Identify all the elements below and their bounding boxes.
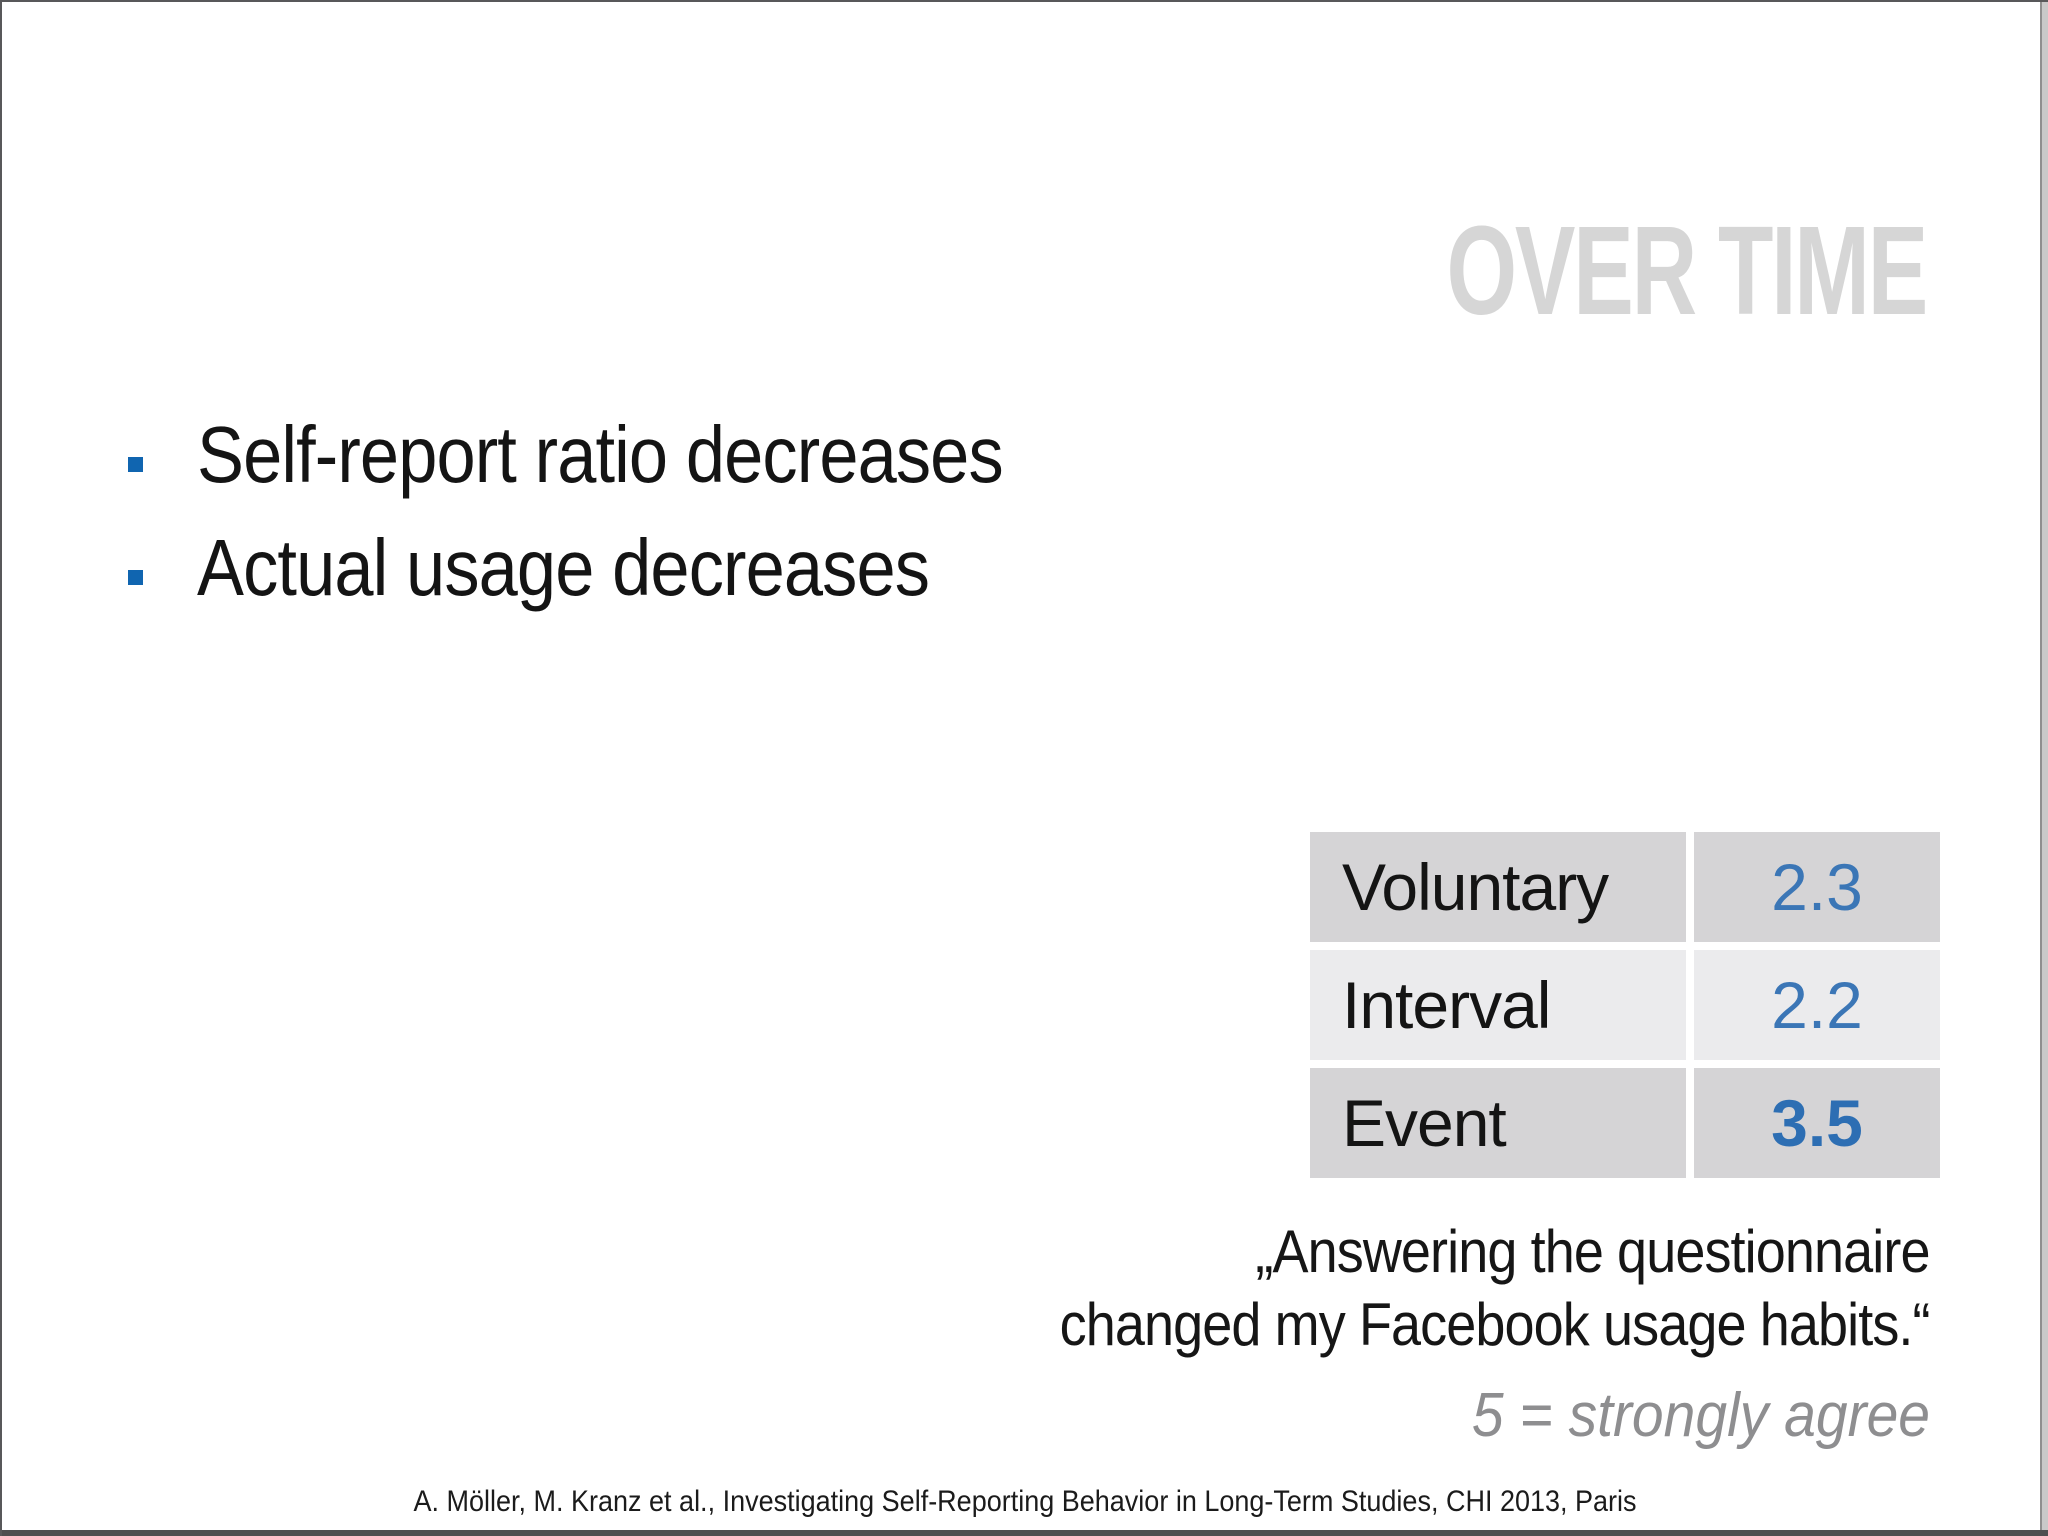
slide-bottom-edge-strip [2,1530,2048,1536]
bullet-text-self-report: Self-report ratio decreases [197,410,1004,499]
scale-note: 5 = strongly agree [1471,1381,1930,1450]
quote-line-2: changed my Facebook usage habits.“ [1060,1291,1931,1358]
quote-text: „Answering the questionnaire changed my … [1060,1215,1931,1361]
table-row-value-voluntary: 2.3 [1694,832,1940,942]
table-row-value-interval: 2.2 [1694,950,1940,1060]
bullet-item: Actual usage decreases [128,528,1113,608]
quote-line-1: „Answering the questionnaire [1255,1218,1931,1285]
bullet-item: Self-report ratio decreases [128,415,1113,495]
slide-right-edge-strip [2040,2,2048,1536]
bullet-square-icon [128,457,143,472]
footer-citation: A. Möller, M. Kranz et al., Investigatin… [413,1485,1637,1518]
bullet-square-icon [128,570,143,585]
table-row-label-voluntary: Voluntary [1310,832,1686,942]
slide-title: OVER TIME [1446,200,1928,341]
results-table: Voluntary 2.3 Interval 2.2 Event 3.5 [1310,832,1940,1178]
table-row-label-event: Event [1310,1068,1686,1178]
table-row-label-interval: Interval [1310,950,1686,1060]
table-row-value-event: 3.5 [1694,1068,1940,1178]
bullet-list: Self-report ratio decreases Actual usage… [128,415,1113,641]
bullet-text-actual-usage: Actual usage decreases [197,523,930,612]
